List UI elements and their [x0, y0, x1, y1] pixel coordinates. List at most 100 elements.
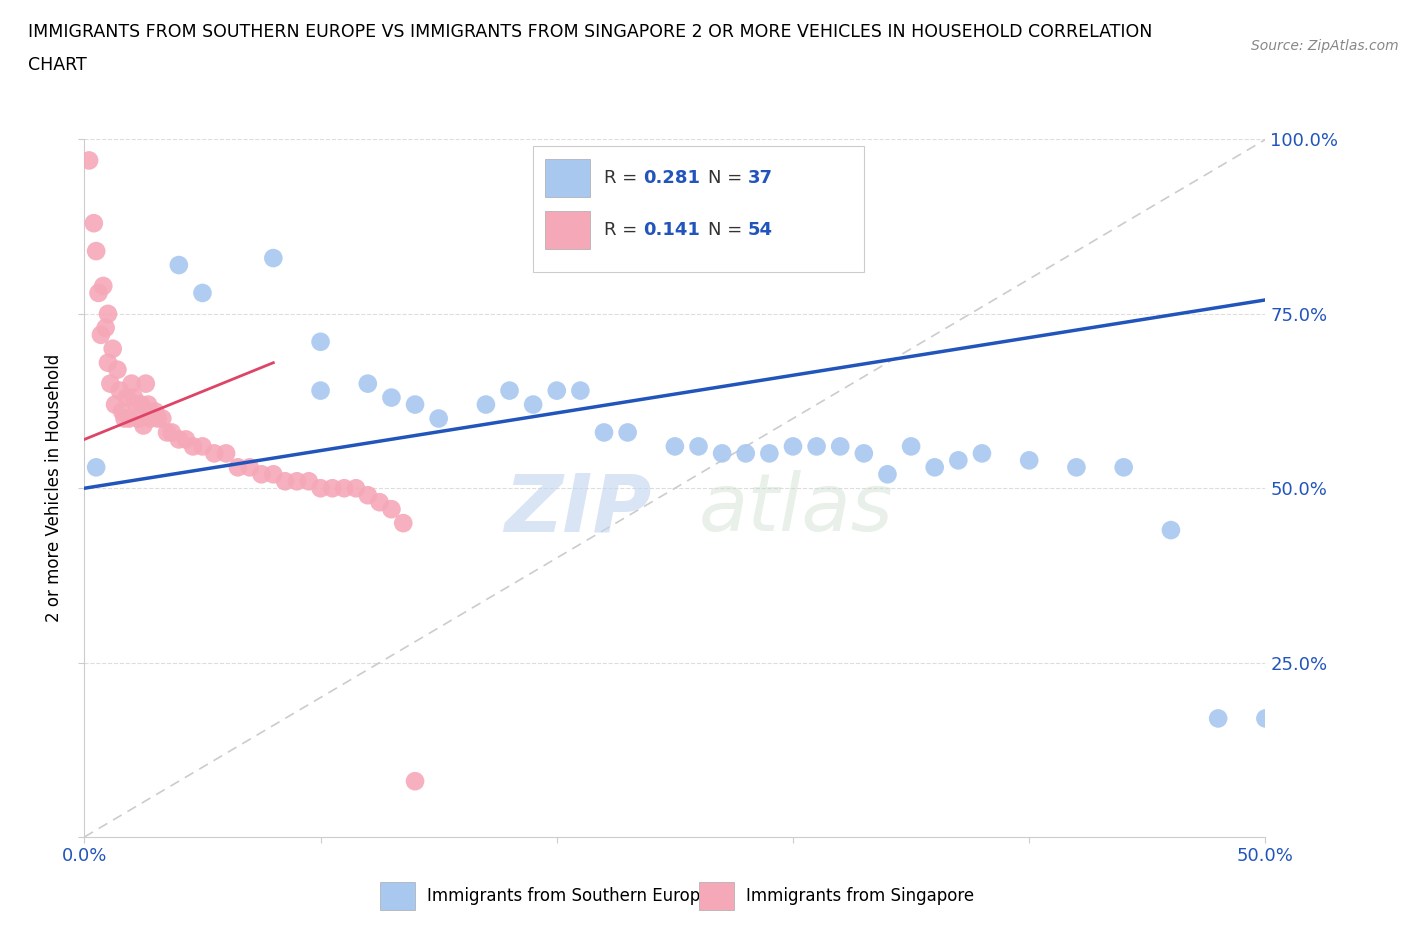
- Point: [97, 355, 120, 370]
- Point: [91, 279, 114, 294]
- Point: [94, 320, 117, 336]
- Text: 0.141: 0.141: [643, 221, 700, 239]
- Point: [380, 502, 402, 517]
- FancyBboxPatch shape: [546, 211, 591, 249]
- Point: [122, 391, 145, 405]
- Point: [135, 376, 157, 391]
- Point: [333, 481, 356, 496]
- Point: [239, 460, 262, 474]
- Point: [1254, 711, 1277, 725]
- Point: [309, 383, 332, 398]
- Point: [392, 515, 415, 530]
- Point: [948, 453, 970, 468]
- Point: [174, 432, 197, 447]
- Point: [522, 397, 544, 412]
- Text: Immigrants from Southern Europe: Immigrants from Southern Europe: [427, 887, 710, 905]
- Point: [136, 397, 159, 412]
- Point: [404, 774, 426, 789]
- Point: [111, 404, 134, 418]
- Point: [593, 425, 616, 440]
- Text: 0.281: 0.281: [643, 169, 700, 187]
- Point: [380, 391, 402, 405]
- Text: IMMIGRANTS FROM SOUTHERN EUROPE VS IMMIGRANTS FROM SINGAPORE 2 OR MORE VEHICLES : IMMIGRANTS FROM SOUTHERN EUROPE VS IMMIG…: [28, 23, 1153, 41]
- Point: [782, 439, 804, 454]
- Point: [98, 376, 121, 391]
- Point: [83, 216, 105, 231]
- Point: [309, 334, 332, 349]
- Point: [475, 397, 498, 412]
- Point: [128, 411, 150, 426]
- Point: [830, 439, 852, 454]
- Point: [734, 445, 756, 460]
- Point: [321, 481, 343, 496]
- Text: R =: R =: [605, 169, 643, 187]
- FancyBboxPatch shape: [533, 147, 863, 272]
- Point: [1206, 711, 1229, 725]
- Point: [191, 439, 214, 454]
- Point: [90, 327, 112, 342]
- Point: [344, 481, 367, 496]
- Point: [711, 445, 734, 460]
- Point: [498, 383, 520, 398]
- FancyBboxPatch shape: [380, 883, 415, 910]
- Point: [160, 425, 183, 440]
- Point: [616, 425, 638, 440]
- Text: R =: R =: [605, 221, 643, 239]
- Point: [167, 432, 190, 447]
- Point: [181, 439, 204, 454]
- Text: N =: N =: [709, 169, 748, 187]
- Point: [546, 383, 568, 398]
- Point: [129, 397, 152, 412]
- Point: [191, 286, 214, 300]
- Text: atlas: atlas: [699, 471, 893, 548]
- Point: [132, 418, 155, 433]
- Point: [215, 445, 238, 460]
- Point: [285, 474, 308, 489]
- Text: Immigrants from Singapore: Immigrants from Singapore: [745, 887, 974, 905]
- Point: [262, 251, 284, 266]
- Text: CHART: CHART: [28, 56, 87, 73]
- Point: [101, 341, 124, 356]
- Point: [298, 474, 321, 489]
- Point: [125, 397, 148, 412]
- Point: [107, 363, 129, 378]
- Point: [104, 397, 127, 412]
- Point: [250, 467, 273, 482]
- Point: [262, 467, 284, 482]
- Point: [427, 411, 450, 426]
- FancyBboxPatch shape: [699, 883, 734, 910]
- Point: [118, 411, 141, 426]
- Point: [900, 439, 922, 454]
- Point: [167, 258, 190, 272]
- Point: [1112, 460, 1135, 474]
- Point: [404, 397, 426, 412]
- Point: [84, 244, 107, 259]
- Point: [114, 411, 136, 426]
- Point: [368, 495, 391, 510]
- Point: [202, 445, 225, 460]
- Point: [121, 376, 143, 391]
- FancyBboxPatch shape: [546, 159, 591, 197]
- Point: [139, 411, 162, 426]
- Text: 37: 37: [748, 169, 773, 187]
- Point: [1018, 453, 1040, 468]
- Point: [569, 383, 592, 398]
- Text: ZIP: ZIP: [503, 471, 651, 548]
- Point: [970, 445, 993, 460]
- Point: [758, 445, 780, 460]
- Text: N =: N =: [709, 221, 748, 239]
- Point: [688, 439, 710, 454]
- Point: [97, 307, 120, 322]
- Point: [108, 383, 131, 398]
- Point: [924, 460, 946, 474]
- Point: [115, 391, 138, 405]
- Point: [84, 460, 107, 474]
- Point: [87, 286, 110, 300]
- Point: [664, 439, 686, 454]
- Point: [357, 488, 380, 503]
- Point: [1066, 460, 1088, 474]
- Point: [852, 445, 875, 460]
- Point: [150, 411, 173, 426]
- Point: [806, 439, 828, 454]
- Point: [226, 460, 249, 474]
